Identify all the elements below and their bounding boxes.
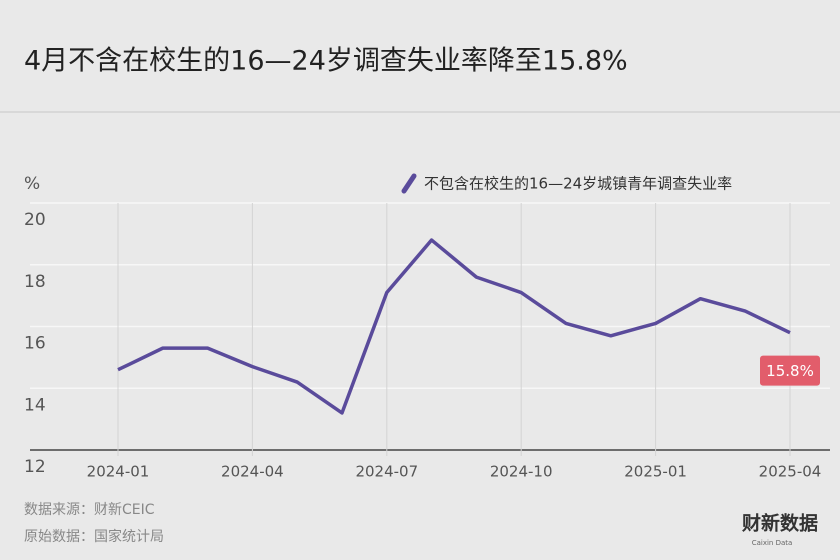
x-tick-label: 2024-01 [87, 463, 150, 481]
x-tick-label: 2024-10 [490, 463, 553, 481]
legend-swatch [401, 173, 417, 194]
source-text: 原始数据：国家统计局 [24, 528, 164, 545]
y-tick-label: 18 [24, 272, 46, 292]
value-label-box [760, 355, 820, 386]
legend-label: 不包含在校生的16—24岁城镇青年调查失业率 [424, 175, 732, 193]
y-tick-label: 14 [24, 395, 46, 415]
x-tick-label: 2024-04 [221, 463, 284, 481]
x-tick-label: 2025-04 [759, 463, 822, 481]
source-text: 数据来源：财新CEIC [24, 502, 155, 518]
x-tick-label: 2025-01 [624, 463, 687, 481]
y-tick-label: 16 [24, 334, 46, 354]
x-tick-label: 2024-07 [355, 463, 418, 481]
value-label: 15.8% [766, 362, 814, 380]
logo-sub: Caixin Data [752, 539, 793, 547]
y-tick-label: 20 [24, 210, 46, 230]
y-tick-label: 12 [24, 457, 46, 477]
chart-title: 4月不含在校生的16—24岁调查失业率降至15.8% [24, 46, 628, 77]
line [117, 238, 791, 415]
logo: 财新数据 [742, 512, 818, 535]
y-axis-label: % [24, 174, 40, 194]
